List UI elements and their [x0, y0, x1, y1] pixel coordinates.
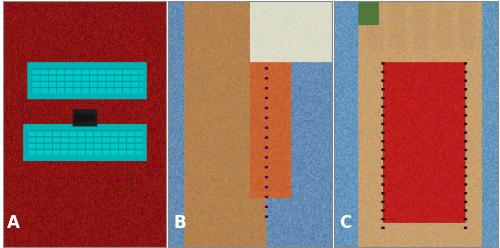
Text: A: A: [8, 214, 20, 232]
Text: C: C: [338, 214, 351, 232]
Text: B: B: [173, 214, 186, 232]
